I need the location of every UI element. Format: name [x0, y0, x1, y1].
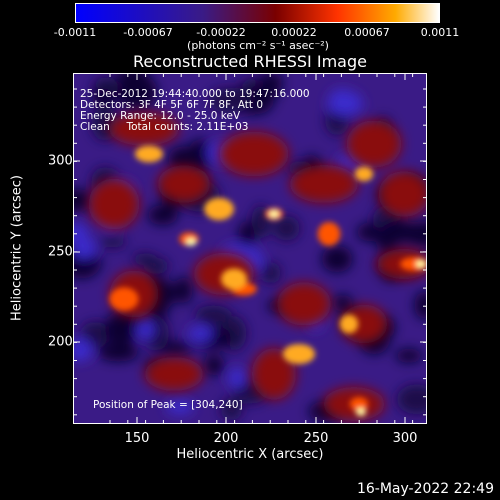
- image-texture-dark: [168, 146, 199, 173]
- plot-title: Reconstructed RHESSI Image: [133, 52, 367, 71]
- rhessi-image: [73, 73, 427, 424]
- image-texture-dark: [261, 262, 281, 284]
- image-texture-peak: [356, 408, 366, 416]
- x-tick-label: 150: [124, 431, 150, 446]
- image-texture-dark: [147, 205, 178, 226]
- image-texture-dark: [203, 355, 225, 376]
- image-texture-hot: [349, 397, 369, 411]
- image-texture-blue: [187, 325, 214, 342]
- image-texture-warm: [157, 165, 211, 203]
- colorbar-tick: 0.00067: [344, 26, 390, 39]
- image-texture-dark: [105, 310, 138, 346]
- image-texture-dark: [194, 305, 232, 324]
- image-texture-warm: [88, 178, 140, 230]
- image-texture-dark: [98, 235, 127, 248]
- image-texture-blue: [327, 90, 363, 116]
- image-texture-dark: [250, 84, 280, 101]
- image-texture-blue: [74, 238, 97, 259]
- image-texture-dark: [97, 343, 139, 362]
- detectors-label: Detectors: 3F 4F 5F 6F 7F 8F, Att 0: [80, 99, 264, 111]
- image-texture-dark: [157, 341, 192, 356]
- image-texture-peak: [269, 210, 279, 218]
- image-texture-blue: [165, 399, 194, 415]
- image-texture-warm: [340, 304, 388, 344]
- image-texture-warm: [144, 357, 204, 391]
- image-texture-hot: [134, 145, 164, 163]
- image-texture-warm: [219, 131, 289, 177]
- image-texture-blue: [74, 223, 90, 241]
- image-texture-warm: [108, 112, 180, 146]
- image-texture-blue: [227, 367, 247, 388]
- image-texture-dark: [273, 215, 300, 241]
- image-texture-warm: [251, 348, 297, 400]
- image-texture-hot: [282, 344, 316, 364]
- y-tick-label: 300: [48, 153, 73, 169]
- image-texture-hot: [109, 287, 139, 311]
- image-texture-hot: [220, 268, 248, 290]
- image-texture-blue: [74, 338, 93, 362]
- energy-range-label: Energy Range: 12.0 - 25.0 keV: [80, 110, 241, 122]
- image-texture-warm: [378, 171, 426, 217]
- image-texture-dark: [174, 276, 193, 304]
- x-tick-label: 200: [213, 431, 239, 446]
- y-tick-label: 250: [48, 244, 73, 260]
- image-texture-dark: [321, 245, 353, 273]
- date-stamp: 16-May-2022 22:49: [356, 481, 494, 497]
- image-texture-hot: [339, 314, 359, 334]
- peak-position-label: Position of Peak = [304,240]: [93, 399, 243, 411]
- image-texture-dark: [414, 291, 426, 320]
- image-texture-dark: [220, 398, 242, 421]
- x-axis-title: Heliocentric X (arcsec): [176, 447, 324, 462]
- image-texture-dark: [332, 294, 353, 312]
- x-tick-label: 300: [392, 431, 418, 446]
- image-texture-dark: [115, 74, 149, 82]
- image-texture-blue: [136, 319, 155, 340]
- image-texture-warm: [289, 165, 359, 203]
- image-texture-warm: [277, 282, 331, 326]
- colorbar-units: (photons cm⁻² s⁻¹ asec⁻²): [187, 39, 329, 52]
- image-texture-peak: [186, 238, 196, 246]
- image-texture-hot: [354, 166, 374, 182]
- image-texture-dark: [115, 74, 158, 110]
- image-texture-hot: [317, 222, 341, 246]
- image-map: [74, 74, 426, 422]
- image-texture-dark: [74, 188, 93, 212]
- image-texture-warm: [346, 120, 402, 168]
- image-texture-dark: [132, 252, 158, 266]
- colorbar-tick: -0.00022: [196, 26, 246, 39]
- time-range-label: 25-Dec-2012 19:44:40.000 to 19:47:16.000: [80, 88, 310, 100]
- image-texture-dark: [92, 88, 114, 108]
- image-texture-peak: [416, 260, 426, 268]
- colorbar-tick: 0.0011: [420, 26, 460, 39]
- image-texture-dark: [238, 221, 255, 249]
- colorbar-tick: 0.00022: [271, 26, 317, 39]
- colorbar-tick: -0.00067: [123, 26, 173, 39]
- image-texture-hot: [204, 197, 234, 221]
- colorbar-tick: -0.0011: [53, 26, 97, 39]
- image-texture-dark: [381, 220, 422, 244]
- y-tick-label: 200: [48, 334, 73, 350]
- image-texture-dark: [208, 87, 252, 114]
- clean-counts-label: Clean Total counts: 2.11E+03: [80, 121, 249, 133]
- x-tick-label: 250: [303, 431, 329, 446]
- image-texture-dark: [396, 384, 426, 415]
- image-texture-dark: [395, 348, 423, 363]
- colorbar: [75, 3, 440, 23]
